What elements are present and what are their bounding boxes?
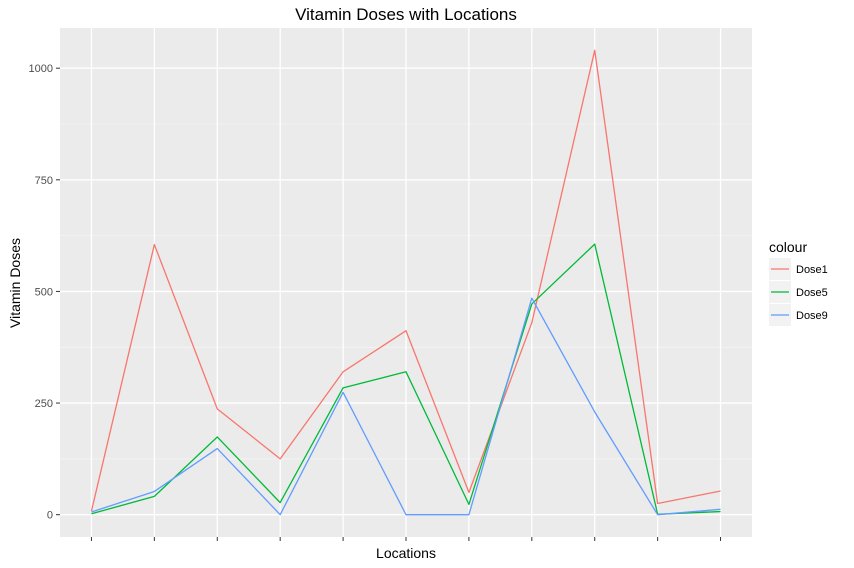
legend-title: colour xyxy=(769,239,807,255)
y-axis-title: Vitamin Doses xyxy=(7,238,23,328)
y-tick-label: 0 xyxy=(47,510,53,522)
major-gridlines xyxy=(60,28,752,537)
y-tick-label: 500 xyxy=(35,286,53,298)
chart-title: Vitamin Doses with Locations xyxy=(295,5,517,24)
x-axis-title: Locations xyxy=(376,545,436,561)
series-line-dose9 xyxy=(91,297,721,516)
x-axis-ticks xyxy=(90,537,722,541)
y-tick-label: 250 xyxy=(35,398,53,410)
series-lines xyxy=(90,49,721,516)
series-line-dose5 xyxy=(91,243,721,515)
y-tick-label: 750 xyxy=(35,175,53,187)
y-axis-ticks: 0 250 500 750 1000 xyxy=(29,63,60,522)
legend-label-dose9: Dose9 xyxy=(796,310,828,322)
y-tick-label: 1000 xyxy=(29,63,53,75)
legend: colour Dose1 Dose5 Dose9 xyxy=(769,239,828,326)
legend-label-dose1: Dose1 xyxy=(796,264,828,276)
legend-label-dose5: Dose5 xyxy=(796,287,828,299)
series-line-dose1 xyxy=(90,49,721,512)
